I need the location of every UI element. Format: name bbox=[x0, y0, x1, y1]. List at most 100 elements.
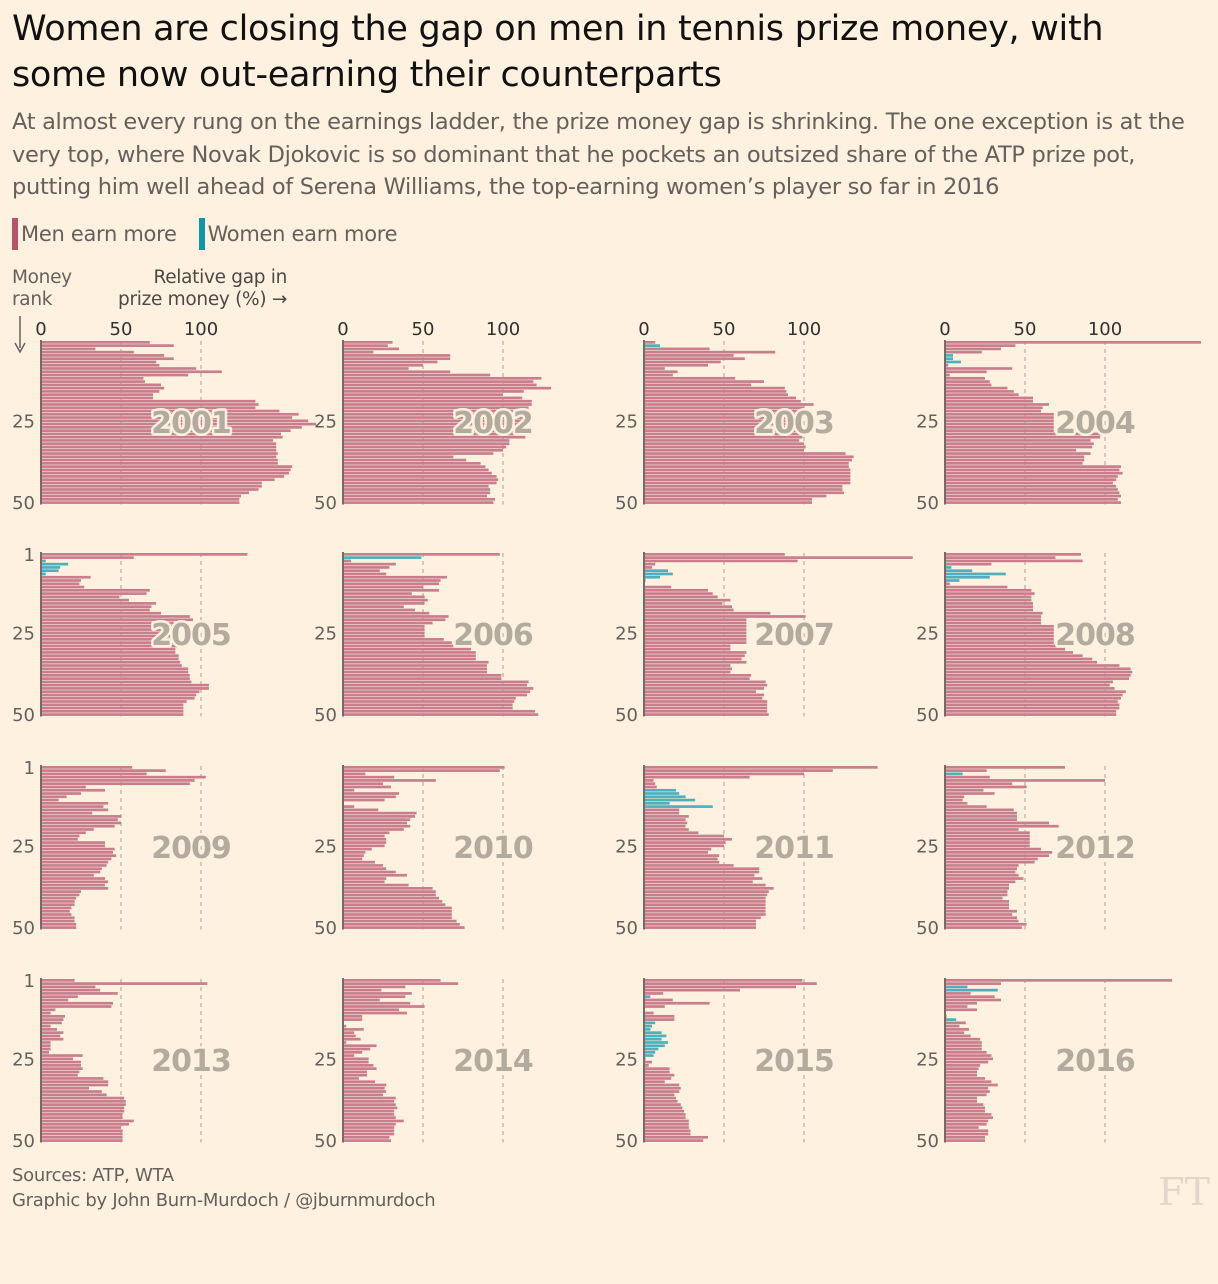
bar-men-more bbox=[41, 1034, 61, 1038]
bar-men-more bbox=[644, 877, 763, 880]
y-tick-label: 25 bbox=[615, 836, 638, 857]
bar-men-more bbox=[41, 422, 317, 426]
bar-men-more bbox=[644, 870, 760, 874]
bar-men-more bbox=[41, 605, 152, 609]
bar-men-more bbox=[343, 575, 447, 579]
bar-men-more bbox=[343, 1080, 375, 1084]
bar-men-more bbox=[644, 497, 812, 501]
x-tick-label: 0 bbox=[35, 319, 46, 340]
bar-men-more bbox=[343, 455, 454, 459]
bar-men-more bbox=[41, 788, 105, 792]
bar-men-more bbox=[343, 805, 355, 808]
bar-men-more bbox=[945, 798, 963, 802]
bar-men-more bbox=[343, 680, 529, 684]
bar-men-more bbox=[343, 602, 425, 605]
chart-subtitle: At almost every rung on the earnings lad… bbox=[12, 109, 1185, 200]
bar-men-more bbox=[644, 409, 801, 413]
bar-men-more bbox=[41, 1093, 107, 1097]
bar-men-more bbox=[343, 831, 390, 835]
y-tick-label: 50 bbox=[314, 493, 337, 514]
bar-men-more bbox=[945, 641, 1054, 644]
bar-women-more bbox=[945, 772, 963, 776]
bar-men-more bbox=[343, 1096, 396, 1100]
bar-men-more bbox=[343, 693, 527, 697]
bar-men-more bbox=[343, 818, 411, 822]
bar-men-more bbox=[945, 416, 1054, 419]
bar-men-more bbox=[644, 811, 680, 815]
bar-women-more bbox=[945, 572, 1006, 576]
bar-men-more bbox=[41, 445, 277, 449]
y-tick-label: 50 bbox=[916, 493, 939, 514]
bar-men-more bbox=[945, 828, 1019, 831]
bar-men-more bbox=[41, 883, 105, 887]
bar-men-more bbox=[343, 913, 452, 916]
bar-men-more bbox=[945, 909, 1017, 913]
year-label: 2013 bbox=[151, 1044, 231, 1079]
bar-men-more bbox=[945, 1057, 993, 1061]
bar-men-more bbox=[945, 373, 950, 377]
bar-men-more bbox=[644, 916, 761, 920]
bar-men-more bbox=[945, 841, 1030, 844]
bar-men-more bbox=[343, 1103, 396, 1106]
bar-men-more bbox=[945, 795, 965, 799]
bar-men-more bbox=[343, 1008, 399, 1012]
bar-men-more bbox=[41, 1083, 109, 1087]
bar-men-more bbox=[644, 390, 787, 393]
bar-men-more bbox=[41, 851, 113, 854]
bar-men-more bbox=[343, 475, 497, 478]
panel-2007: 25 50 2007 bbox=[615, 552, 913, 726]
bar-men-more bbox=[343, 1070, 367, 1074]
bar-men-more bbox=[644, 664, 731, 667]
bar-men-more bbox=[945, 808, 1014, 812]
bar-men-more bbox=[945, 1041, 982, 1044]
bar-men-more bbox=[945, 1126, 979, 1129]
bar-men-more bbox=[41, 982, 208, 985]
bar-men-more bbox=[41, 1080, 109, 1084]
bar-men-more bbox=[343, 488, 491, 491]
bar-women-more bbox=[644, 1034, 667, 1038]
bar-men-more bbox=[644, 1135, 708, 1139]
bar-men-more bbox=[343, 890, 436, 893]
bar-men-more bbox=[945, 654, 1083, 658]
bar-men-more bbox=[945, 883, 1009, 887]
bar-men-more bbox=[41, 1090, 102, 1093]
bar-men-more bbox=[644, 644, 731, 648]
bar-men-more bbox=[41, 396, 153, 400]
bar-men-more bbox=[41, 556, 134, 559]
y-tick-label: 25 bbox=[916, 623, 939, 644]
bar-men-more bbox=[343, 1093, 383, 1097]
bar-men-more bbox=[945, 644, 1057, 648]
bar-men-more bbox=[644, 713, 769, 716]
bar-men-more bbox=[644, 1122, 689, 1126]
bar-men-more bbox=[945, 998, 1001, 1002]
bar-women-more bbox=[945, 354, 953, 357]
bar-men-more bbox=[644, 393, 788, 397]
bar-men-more bbox=[945, 1099, 977, 1103]
bar-men-more bbox=[343, 1126, 395, 1129]
bar-men-more bbox=[343, 766, 505, 769]
bar-men-more bbox=[41, 458, 278, 462]
bar-men-more bbox=[343, 582, 439, 586]
bar-men-more bbox=[644, 1099, 678, 1103]
bar-men-more bbox=[644, 595, 718, 599]
bar-men-more bbox=[945, 647, 1065, 651]
bar-men-more bbox=[644, 828, 689, 831]
bar-men-more bbox=[945, 435, 1101, 439]
bar-men-more bbox=[945, 1116, 993, 1120]
bar-men-more bbox=[41, 673, 190, 677]
bar-men-more bbox=[644, 618, 747, 622]
y-tick-label: 25 bbox=[615, 623, 638, 644]
bar-men-more bbox=[945, 775, 990, 779]
bar-men-more bbox=[945, 651, 1073, 654]
bar-men-more bbox=[644, 979, 803, 982]
bar-men-more bbox=[644, 566, 652, 569]
bar-men-more bbox=[644, 1083, 680, 1087]
bar-men-more bbox=[343, 998, 380, 1002]
bar-men-more bbox=[343, 657, 476, 661]
bar-men-more bbox=[644, 818, 686, 822]
panel-2004: 0 50 100 25 50 2004 bbox=[916, 319, 1201, 514]
bar-men-more bbox=[41, 1047, 51, 1051]
bar-men-more bbox=[343, 354, 451, 357]
bar-men-more bbox=[343, 412, 527, 416]
bar-men-more bbox=[644, 429, 800, 432]
